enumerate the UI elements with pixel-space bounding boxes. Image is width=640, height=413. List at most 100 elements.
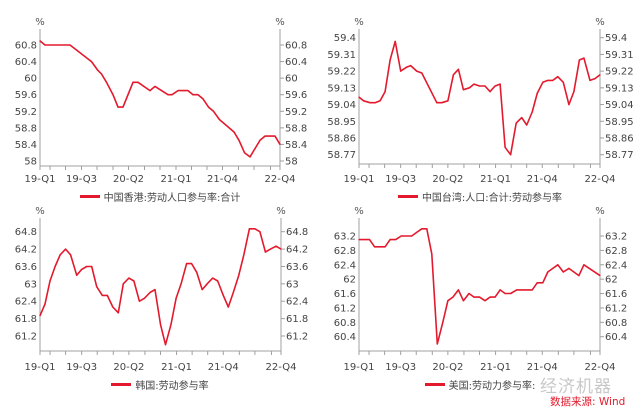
data-point [122,106,124,108]
chart-us: %% 63.2 63.2 62.8 62.8 62.4 62.4 62 62 61.6 61.6 61… [320,206,640,412]
y-tick-label-left: 59.13 [327,83,356,94]
data-point [373,246,376,248]
y-tick-label-left: 61.2 [15,332,37,343]
data-point [259,139,261,141]
data-point [117,106,119,108]
data-point [96,69,99,71]
data-point [170,323,172,326]
data-point [362,100,365,102]
x-tick-label: 20-Q2 [432,174,463,185]
data-point [400,70,402,72]
data-point [69,44,71,46]
legend-swatch [79,195,100,198]
y-tick-label-right: 60.4 [605,332,627,343]
y-tick-label-left: 59.6 [15,90,37,101]
data-point [192,94,194,96]
y-tick-label-left: 63.2 [334,232,356,243]
data-point [374,102,376,104]
data-point [128,277,130,279]
data-point [410,64,412,67]
data-point [171,94,173,96]
y-tick-label-right: 59.4 [605,33,627,44]
y-tick-label-left: 59.22 [327,67,356,78]
data-point [395,238,397,241]
data-point [101,294,103,297]
y-tick-label-right: 63.6 [286,262,308,273]
data-point [96,286,98,288]
legend-label: 韩国:劳动参与率 [135,381,209,392]
legend: 中国台湾:人口:合计:劳动参与率 [320,189,640,204]
data-point [542,282,544,284]
source-note: 数据来源: Wind [550,396,626,408]
y-tick-label-right: 60.4 [285,57,307,68]
data-point [521,116,523,119]
y-unit-right: % [595,17,605,28]
y-tick-label-left: 58.95 [327,117,356,128]
data-point [473,83,475,85]
data-point [478,85,481,87]
y-tick-label-right: 60 [285,74,298,85]
x-tick-label: 22-Q4 [585,362,616,373]
y-unit-left: % [354,17,364,28]
x-tick-label: 19-Q3 [385,174,416,185]
y-tick-label-left: 58.4 [15,140,37,151]
x-tick-label: 19-Q1 [344,362,375,373]
data-point [536,282,538,284]
data-point [100,73,103,75]
data-point [106,294,108,297]
data-point [531,289,533,291]
data-point [557,264,559,266]
data-point [187,89,189,92]
legend: 中国香港:劳动人口参与率:合计 [0,189,320,204]
data-point [222,294,224,297]
x-tick-label: 21-Q1 [480,362,511,373]
data-point [484,85,486,87]
y-tick-label-left: 60.4 [15,57,37,68]
data-point [389,238,391,241]
data-point [536,92,538,95]
data-point [416,70,418,72]
data-point [233,131,235,133]
y-tick-label-left: 60.8 [15,41,37,52]
x-tick-label: 19-Q1 [25,174,56,185]
data-point [411,235,413,237]
data-point [218,118,221,121]
x-tick-label: 19-Q3 [66,362,97,373]
data-point [468,292,470,295]
y-tick-label-right: 58.86 [605,133,634,144]
data-point [547,79,549,82]
legend-label: 美国:劳动力参与率: [448,381,536,392]
y-tick-label-right: 60.8 [285,41,307,52]
y-tick-label-left: 62.8 [334,246,356,257]
data-point [526,124,528,126]
data-point [583,57,585,59]
data-point [207,106,210,108]
data-point [568,267,570,269]
y-unit-right: % [275,17,285,28]
y-tick-label-right: 62.4 [605,260,627,271]
data-point [562,81,564,83]
data-point [416,231,418,234]
legend-swatch [424,383,445,386]
data-point [275,245,277,247]
series-line [358,40,601,156]
x-tick-label: 21-Q4 [527,362,558,373]
y-tick-label-right: 62 [605,275,618,286]
legend: 韩国:劳动参与率 [0,377,320,392]
y-tick-label-left: 63.6 [15,262,37,273]
data-point [478,296,481,298]
y-tick-label-right: 58.95 [605,117,634,128]
data-point [249,156,251,158]
data-point [510,292,512,295]
x-tick-label: 21-Q4 [207,174,238,185]
y-tick-label-left: 62 [343,275,356,286]
data-point [457,68,460,70]
y-tick-label-left: 64.2 [15,245,37,256]
y-tick-label-right: 61.2 [605,303,627,314]
data-point [201,289,203,291]
y-tick-label-right: 60.8 [605,318,627,329]
data-point [227,306,229,308]
y-tick-label-right: 61.8 [286,314,308,325]
data-point [562,271,564,273]
data-point [65,248,67,250]
